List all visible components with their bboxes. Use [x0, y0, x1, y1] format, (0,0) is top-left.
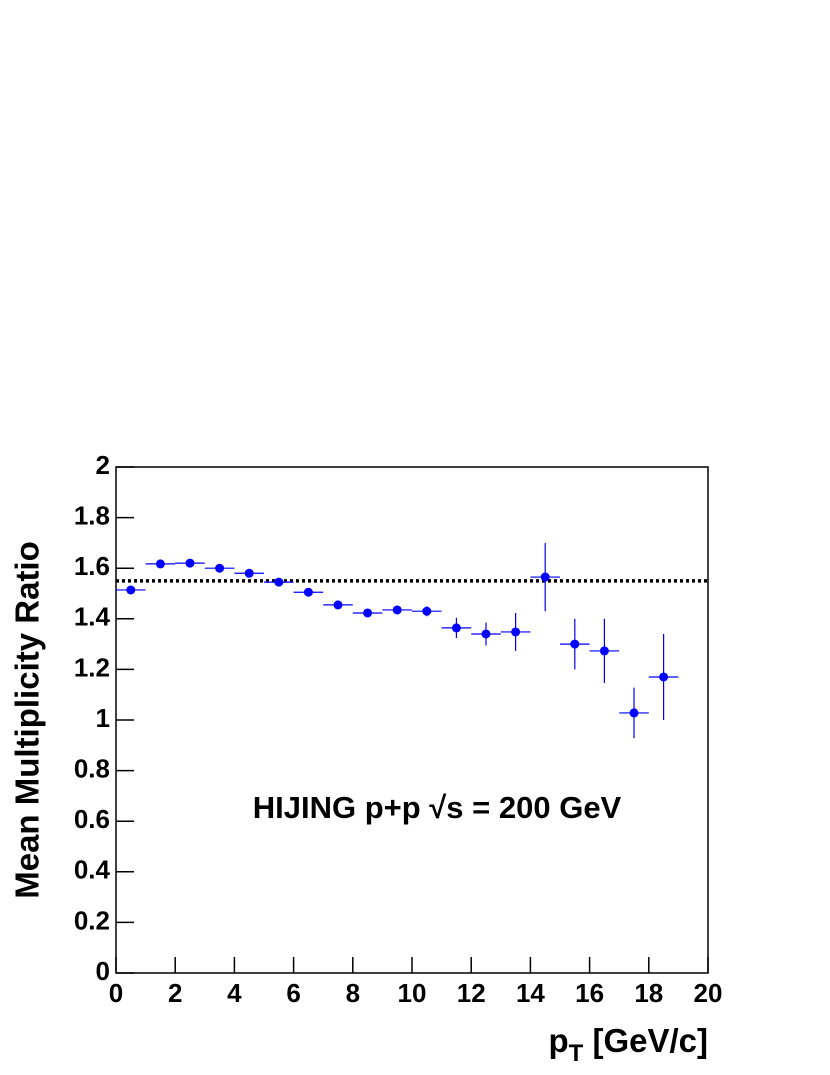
data-point — [274, 577, 284, 587]
data-point — [155, 559, 165, 569]
data-point — [333, 600, 343, 610]
x-tick-label: 18 — [634, 978, 663, 1008]
data-point — [363, 608, 373, 618]
x-tick-label: 8 — [346, 978, 360, 1008]
data-point — [392, 605, 402, 615]
x-tick-label: 12 — [457, 978, 486, 1008]
y-tick-label: 1.4 — [74, 602, 111, 632]
y-tick-label: 1.8 — [74, 500, 110, 530]
y-tick-label: 1 — [96, 703, 110, 733]
data-point — [215, 563, 225, 573]
data-point — [599, 646, 609, 656]
data-point — [629, 708, 639, 718]
x-tick-label: 4 — [227, 978, 242, 1008]
data-point — [303, 587, 313, 597]
y-tick-label: 1.2 — [74, 652, 110, 682]
data-point — [185, 558, 195, 568]
x-tick-label: 14 — [516, 978, 545, 1008]
y-tick-label: 2 — [96, 450, 110, 480]
x-tick-label: 0 — [109, 978, 123, 1008]
y-tick-label: 0.6 — [74, 804, 110, 834]
x-tick-label: 20 — [694, 978, 723, 1008]
x-tick-label: 16 — [575, 978, 604, 1008]
data-point — [451, 623, 461, 633]
data-point — [481, 629, 491, 639]
y-tick-label: 0.2 — [74, 905, 110, 935]
x-tick-label: 10 — [398, 978, 427, 1008]
annotation: HIJING p+p √s = 200 GeV — [253, 790, 622, 825]
plot-frame — [115, 466, 709, 974]
data-point — [244, 568, 254, 578]
data-point — [659, 672, 669, 682]
y-tick-label: 0.8 — [74, 753, 110, 783]
x-tick-label: 6 — [286, 978, 300, 1008]
y-tick-label: 0.4 — [74, 855, 111, 885]
y-tick-label: 0 — [96, 956, 110, 986]
data-point — [511, 627, 521, 637]
data-point — [126, 585, 136, 595]
y-tick-label: 1.6 — [74, 551, 110, 581]
x-axis-title: pT [GeV/c] — [548, 1022, 708, 1068]
y-axis-title: Mean Multiplicity Ratio — [9, 541, 46, 899]
data-point — [422, 606, 432, 616]
data-point — [540, 572, 550, 582]
data-point — [570, 639, 580, 649]
x-tick-label: 2 — [168, 978, 182, 1008]
